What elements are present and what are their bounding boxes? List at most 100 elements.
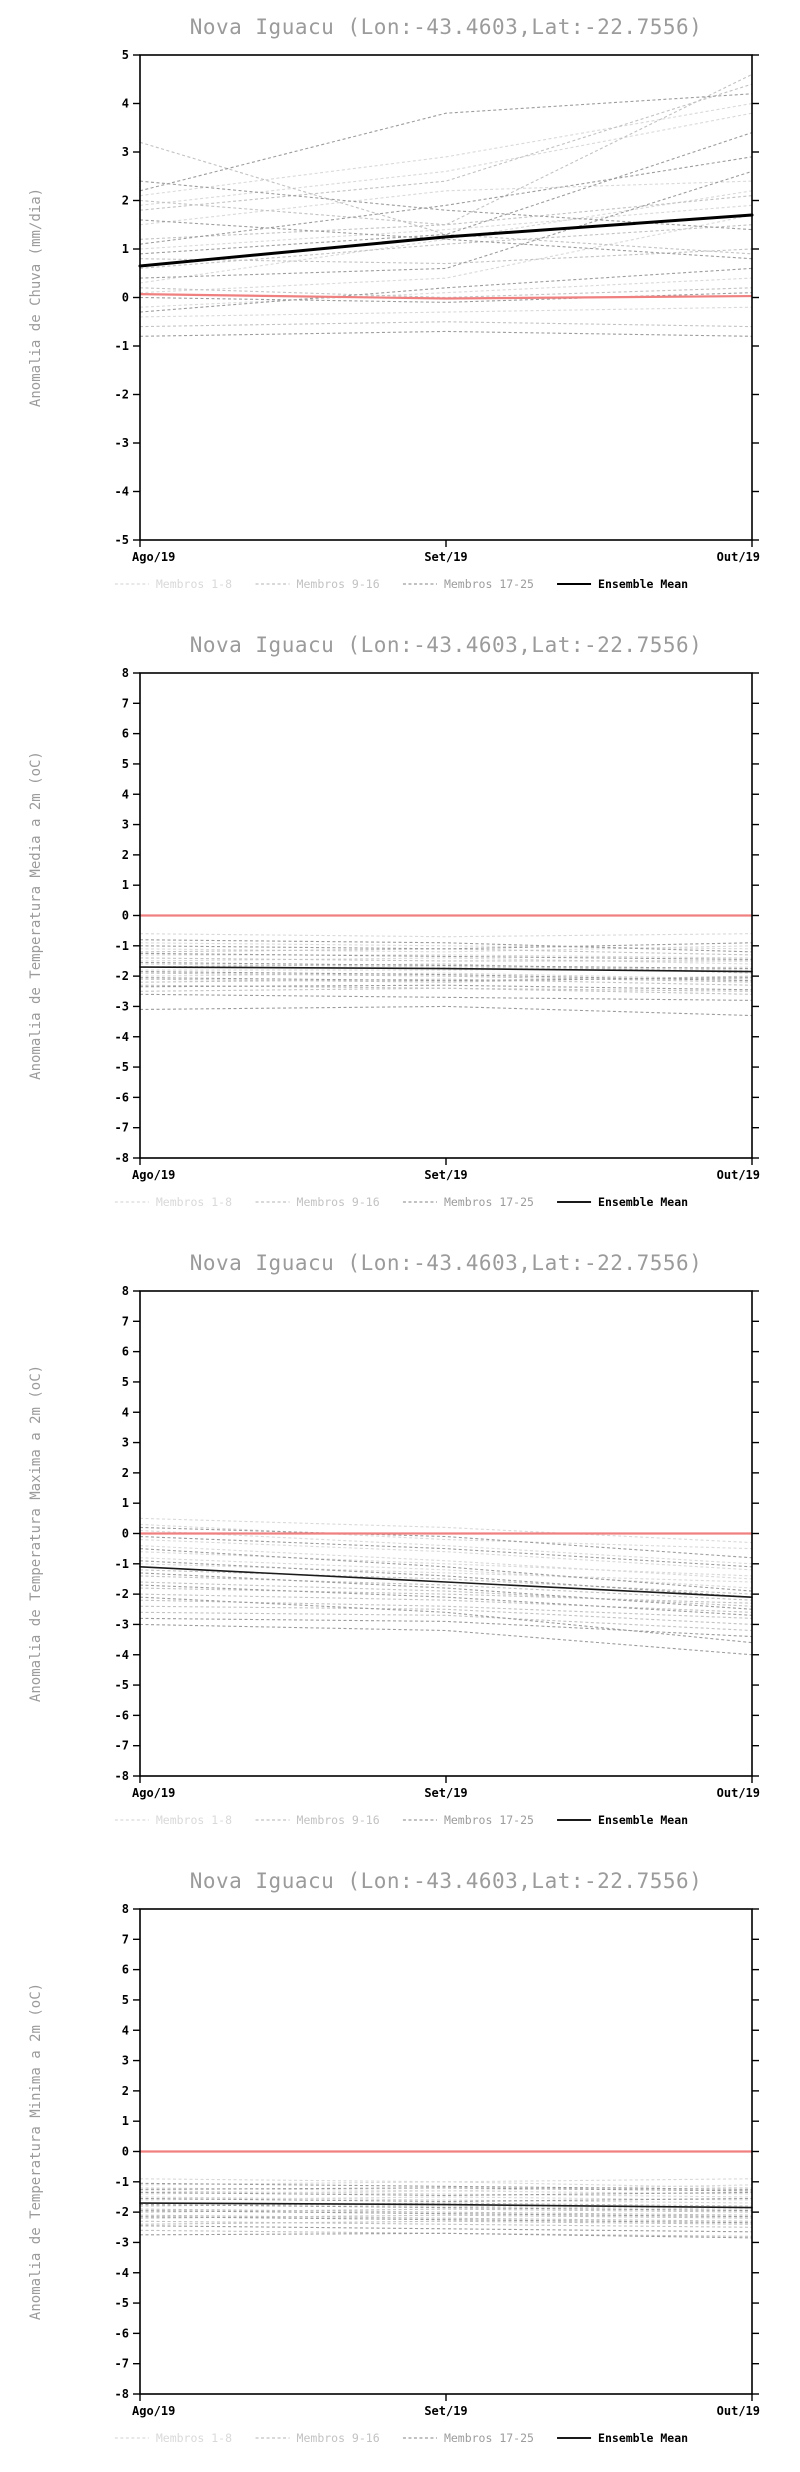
chart-title: Nova Iguacu (Lon:-43.4603,Lat:-22.7556) — [190, 1869, 703, 1893]
member-line — [139, 1005, 753, 1017]
member-line — [139, 224, 753, 269]
member-line — [139, 2181, 753, 2189]
member-line — [139, 957, 752, 962]
y-tick-label: 4 — [122, 1405, 129, 1419]
chart-title: Nova Iguacu (Lon:-43.4603,Lat:-22.7556) — [190, 1251, 703, 1275]
y-tick-label: -2 — [115, 1587, 129, 1601]
member-line — [139, 939, 753, 953]
member-line — [139, 1517, 753, 1544]
y-tick-label: 2 — [122, 194, 129, 208]
member-line — [139, 945, 753, 953]
x-tick-label: Out/19 — [717, 1168, 760, 1182]
chart-title: Nova Iguacu (Lon:-43.4603,Lat:-22.7556) — [190, 15, 703, 39]
member-line — [139, 2203, 753, 2212]
y-tick-label: 1 — [122, 1496, 129, 1510]
chart-panel-min-temperature-anomaly: Nova Iguacu (Lon:-43.4603,Lat:-22.7556) A… — [0, 1854, 800, 2472]
y-tick-label: 3 — [122, 1436, 129, 1450]
legend-label: Membros 17-25 — [444, 2431, 534, 2445]
y-tick-label: 3 — [122, 818, 129, 832]
member-line — [139, 195, 753, 240]
member-line — [139, 112, 753, 206]
y-tick-label: 7 — [122, 696, 129, 710]
y-tick-label: 2 — [122, 848, 129, 862]
chart-legend: Membros 1-8 Membros 9-16 Membros 17-25 Ense… — [114, 577, 688, 591]
legend-label: Membros 17-25 — [444, 1813, 534, 1827]
member-line — [139, 975, 753, 983]
y-axis-ticks: -8 -7 -6 -5 -4 -3 -2 -1 0 1 2 3 4 5 6 7 8 — [115, 666, 759, 1165]
y-tick-label: -2 — [115, 388, 129, 402]
member-line — [139, 971, 753, 982]
legend-label: Membros 9-16 — [297, 2431, 380, 2445]
y-tick-label: 8 — [122, 1284, 129, 1298]
member-line — [140, 966, 753, 971]
chart-svg: Nova Iguacu (Lon:-43.4603,Lat:-22.7556) A… — [28, 633, 760, 1209]
y-tick-label: -5 — [115, 1678, 129, 1692]
member-line — [139, 1535, 753, 1568]
legend-label: Membros 17-25 — [444, 1195, 534, 1209]
y-tick-label: -8 — [115, 2387, 129, 2401]
y-tick-label: -6 — [115, 2326, 129, 2340]
x-tick-label: Set/19 — [424, 1786, 467, 1800]
member-line — [139, 1539, 753, 1571]
member-line — [139, 1605, 753, 1625]
member-line — [139, 942, 753, 950]
member-line — [139, 1523, 753, 1550]
y-tick-label: -2 — [115, 969, 129, 983]
member-line — [139, 948, 753, 956]
member-line — [139, 2178, 753, 2183]
member-line — [139, 1557, 753, 1589]
legend-label: Ensemble Mean — [598, 1813, 688, 1827]
legend-label: Membros 9-16 — [297, 1813, 380, 1827]
y-tick-label: 4 — [122, 2023, 129, 2037]
y-tick-label: -3 — [115, 2235, 129, 2249]
member-line — [139, 957, 753, 965]
legend-label: Membros 9-16 — [297, 577, 380, 591]
y-tick-label: -4 — [115, 1030, 129, 1044]
y-tick-label: -4 — [115, 1648, 129, 1662]
y-tick-label: 2 — [122, 2084, 129, 2098]
member-line — [139, 141, 753, 255]
y-tick-label: -4 — [115, 2266, 129, 2280]
legend-label: Ensemble Mean — [598, 577, 688, 591]
member-line — [139, 2190, 753, 2198]
member-line — [139, 2208, 753, 2216]
legend-label: Membros 1-8 — [156, 1813, 232, 1827]
chart-svg: Nova Iguacu (Lon:-43.4603,Lat:-22.7556) A… — [28, 1869, 760, 2445]
y-tick-label: 5 — [122, 1375, 129, 1389]
member-line — [139, 1575, 753, 1601]
y-axis-ticks: -8 -7 -6 -5 -4 -3 -2 -1 0 1 2 3 4 5 6 7 8 — [115, 1902, 759, 2401]
member-line — [139, 2187, 753, 2192]
ensemble-mean-line — [139, 2202, 753, 2209]
member-line — [139, 972, 753, 980]
member-line — [139, 2191, 753, 2197]
y-axis-label: Anomalia de Temperatura Media a 2m (oC) — [28, 751, 44, 1080]
member-line — [139, 984, 753, 992]
y-tick-label: -7 — [115, 1121, 129, 1135]
y-tick-label: -8 — [115, 1151, 129, 1165]
y-tick-label: 0 — [122, 909, 129, 923]
y-tick-label: 7 — [122, 1932, 129, 1946]
y-tick-label: -5 — [115, 533, 129, 547]
member-line — [139, 1587, 753, 1604]
member-line — [139, 1611, 753, 1632]
member-line — [139, 993, 753, 1001]
chart-svg: Nova Iguacu (Lon:-43.4603,Lat:-22.7556) A… — [28, 15, 760, 591]
y-tick-label: 5 — [122, 757, 129, 771]
y-tick-label: 4 — [122, 97, 129, 111]
reference-zero-line — [139, 293, 753, 300]
y-tick-label: -1 — [115, 2175, 129, 2189]
x-tick-label: Out/19 — [717, 2404, 760, 2418]
member-line — [139, 987, 753, 995]
member-line — [139, 2190, 753, 2195]
member-line — [139, 942, 753, 950]
member-line — [139, 1617, 753, 1638]
legend-label: Membros 1-8 — [156, 577, 232, 591]
member-line — [139, 214, 753, 294]
x-tick-label: Out/19 — [717, 1786, 760, 1800]
y-axis-ticks: -5 -4 -3 -2 -1 0 1 2 3 4 5 — [115, 48, 759, 547]
legend-label: Membros 17-25 — [444, 577, 534, 591]
chart-legend: Membros 1-8 Membros 9-16 Membros 17-25 Ense… — [114, 1195, 688, 1209]
y-tick-label: 6 — [122, 1345, 129, 1359]
y-tick-label: -1 — [115, 1557, 129, 1571]
